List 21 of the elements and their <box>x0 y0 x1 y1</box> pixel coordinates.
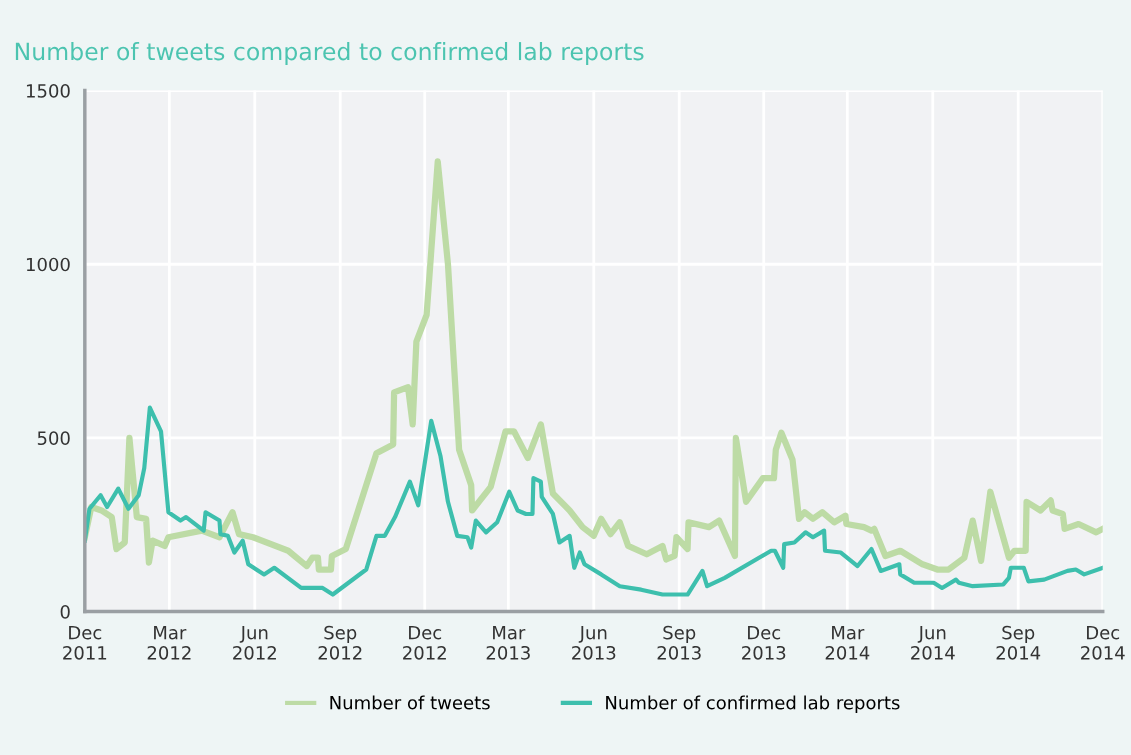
x-tick-label: Sep 2012 <box>318 625 362 660</box>
legend-label: Number of confirmed lab reports <box>606 695 900 713</box>
y-tick-label: 500 <box>37 431 70 446</box>
legend-label: Number of tweets <box>330 695 490 710</box>
x-tick-label: Dec 2012 <box>403 625 446 660</box>
chart-title: Number of tweets compared to confirmed lab reports <box>15 42 644 65</box>
y-tick-label: 1000 <box>26 257 70 272</box>
y-tick-label: 1500 <box>26 84 70 98</box>
x-tick-label: Mar 2014 <box>825 625 870 660</box>
x-tick-label: Jun 2014 <box>911 625 955 660</box>
x-tick-label: Sep 2013 <box>657 625 701 660</box>
x-tick-label: Mar 2012 <box>147 625 191 660</box>
x-tick-label: Sep 2014 <box>996 625 1041 660</box>
x-tick-label: Dec 2013 <box>742 625 786 660</box>
y-tick-label: 0 <box>60 605 70 619</box>
x-tick-label: Jun 2013 <box>572 625 616 660</box>
x-tick-label: Mar 2013 <box>486 625 530 660</box>
x-tick-label: Dec 2014 <box>1081 625 1125 660</box>
line-series <box>84 405 1103 597</box>
x-tick-label: Jun 2012 <box>233 625 276 660</box>
x-tick-label: Dec 2011 <box>63 625 107 660</box>
